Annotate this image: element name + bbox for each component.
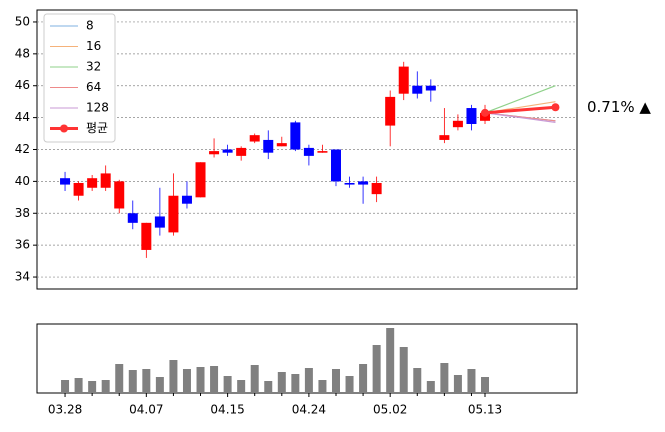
volume-bar bbox=[453, 375, 462, 393]
candle-body bbox=[60, 178, 71, 185]
volume-bar bbox=[88, 381, 97, 393]
y-tick-label: 34 bbox=[15, 270, 30, 284]
candle-body bbox=[100, 173, 111, 188]
candle-body bbox=[344, 182, 355, 185]
volume-bar bbox=[440, 363, 449, 393]
candle-body bbox=[290, 122, 301, 150]
y-tick-label: 48 bbox=[15, 46, 30, 60]
candle-body bbox=[236, 147, 247, 156]
x-tick-label: 04.07 bbox=[129, 403, 163, 417]
x-tick-label: 05.02 bbox=[373, 403, 407, 417]
candle-body bbox=[87, 178, 98, 188]
volume-bar bbox=[318, 380, 327, 393]
y-tick-label: 50 bbox=[15, 14, 30, 28]
projection-line bbox=[484, 112, 556, 123]
candle-body bbox=[114, 181, 125, 209]
volume-bar bbox=[399, 347, 408, 393]
projection-line bbox=[484, 105, 556, 115]
volume-bar bbox=[101, 380, 110, 393]
candle-body bbox=[303, 147, 314, 156]
projection-marker bbox=[481, 108, 490, 117]
volume-bar bbox=[210, 366, 219, 393]
volume-bar bbox=[277, 372, 286, 393]
volume-bar bbox=[372, 345, 381, 393]
volume-bar bbox=[481, 377, 490, 393]
candle-body bbox=[127, 213, 138, 223]
volume-bar bbox=[142, 369, 151, 393]
legend-label: 16 bbox=[86, 39, 101, 53]
candle-body bbox=[412, 85, 423, 94]
legend-marker bbox=[60, 124, 68, 133]
volume-bar bbox=[426, 381, 435, 393]
volume-bar bbox=[169, 360, 178, 393]
y-tick-label: 42 bbox=[15, 142, 30, 156]
y-tick-label: 38 bbox=[15, 206, 30, 220]
volume-bar bbox=[304, 368, 313, 393]
legend-label: 32 bbox=[86, 60, 101, 74]
candle-body bbox=[181, 195, 192, 204]
projection-line bbox=[484, 85, 556, 114]
volume-bar bbox=[345, 376, 354, 393]
candle-body bbox=[398, 66, 409, 94]
volume-bar bbox=[413, 368, 422, 393]
candle-body bbox=[154, 216, 165, 228]
volume-bar bbox=[250, 365, 259, 393]
candle-body bbox=[425, 85, 436, 91]
candle-body bbox=[358, 181, 369, 185]
x-tick-label: 04.15 bbox=[210, 403, 244, 417]
annotation: 0.71% ▲ bbox=[587, 98, 651, 116]
volume-bar bbox=[196, 367, 205, 393]
legend-label: 64 bbox=[86, 80, 101, 94]
volume-bar bbox=[74, 378, 83, 393]
volume-bar bbox=[155, 377, 164, 393]
candle-body bbox=[466, 108, 477, 124]
legend-label: 128 bbox=[86, 101, 109, 115]
volume-bar bbox=[386, 328, 395, 393]
y-tick-label: 40 bbox=[15, 174, 30, 188]
candle-body bbox=[73, 182, 84, 196]
projection-marker bbox=[551, 103, 560, 112]
candle-body bbox=[209, 151, 220, 155]
x-tick-label: 03.28 bbox=[48, 403, 82, 417]
y-tick-label: 46 bbox=[15, 78, 30, 92]
volume-bar bbox=[237, 380, 246, 393]
candle-body bbox=[385, 96, 396, 126]
candle-body bbox=[195, 162, 206, 198]
volume-bar bbox=[128, 370, 137, 393]
volume-bar bbox=[359, 364, 368, 393]
candle-body bbox=[371, 182, 382, 195]
volume-bar bbox=[467, 369, 476, 393]
legend-label: 평균 bbox=[86, 121, 108, 135]
candle-body bbox=[439, 135, 450, 140]
x-tick-label: 04.24 bbox=[292, 403, 326, 417]
candle-body bbox=[263, 139, 274, 153]
y-tick-label: 44 bbox=[15, 110, 30, 124]
candle-body bbox=[222, 149, 233, 153]
volume-bar bbox=[223, 376, 232, 393]
volume-bar bbox=[291, 374, 300, 393]
legend-label: 8 bbox=[86, 19, 94, 33]
candle-body bbox=[330, 149, 341, 182]
volume-bar bbox=[264, 381, 273, 393]
volume-bar bbox=[331, 369, 340, 393]
volume-bar bbox=[182, 369, 191, 393]
candle-body bbox=[317, 151, 328, 153]
volume-bar bbox=[61, 380, 70, 393]
y-tick-label: 36 bbox=[15, 238, 30, 252]
volume-bar bbox=[115, 364, 124, 393]
x-tick-label: 05.13 bbox=[468, 403, 502, 417]
candle-body bbox=[249, 135, 260, 142]
candle-body bbox=[452, 120, 463, 128]
candle-body bbox=[141, 222, 152, 250]
candle-body bbox=[276, 143, 287, 147]
candle-body bbox=[168, 195, 179, 233]
